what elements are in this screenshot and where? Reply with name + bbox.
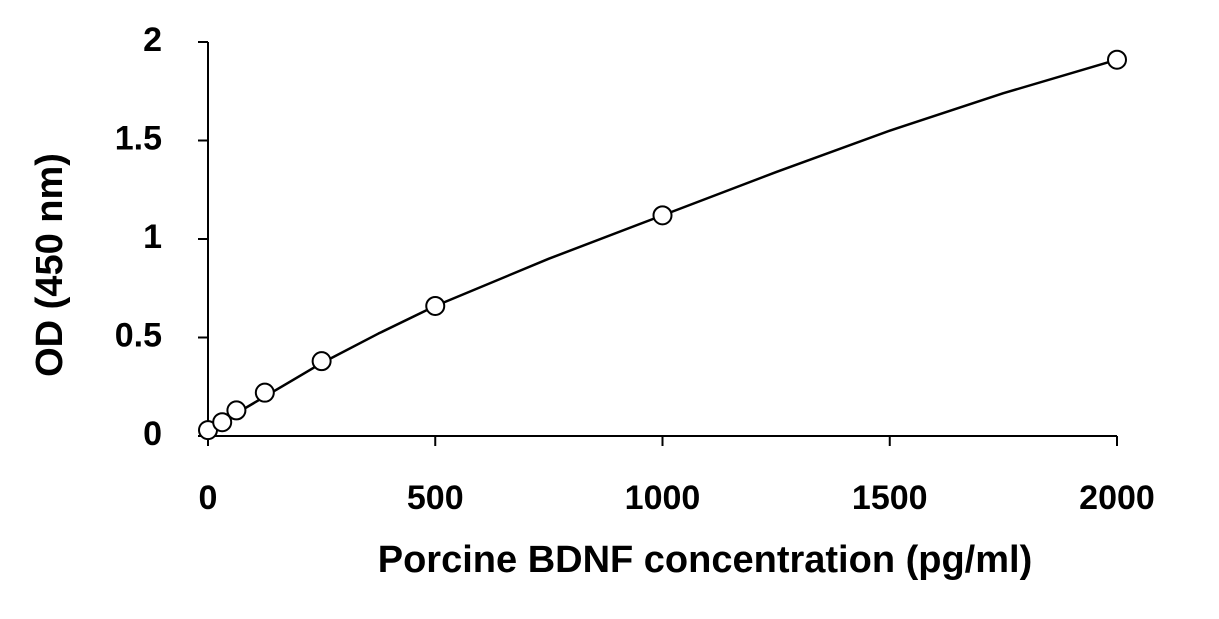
x-tick-label: 500 — [407, 479, 464, 517]
data-point — [425, 295, 446, 316]
y-tick-label: 1 — [143, 218, 162, 256]
y-tick-label: 0.5 — [115, 316, 162, 354]
x-axis-title: Porcine BDNF concentration (pg/ml) — [378, 539, 1032, 581]
data-point — [652, 205, 673, 226]
data-point — [254, 382, 275, 403]
x-tick-label: 0 — [199, 479, 218, 517]
x-tick-label: 1500 — [852, 479, 928, 517]
y-tick-label: 2 — [143, 21, 162, 59]
x-tick-label: 2000 — [1079, 479, 1155, 517]
y-axis-title: OD (450 nm) — [29, 153, 71, 377]
data-point — [212, 412, 233, 433]
data-point — [1107, 49, 1127, 70]
data-point — [226, 400, 247, 421]
fit-curve — [207, 58, 1118, 432]
x-tick-label: 1000 — [625, 479, 701, 517]
y-tick-label: 0 — [143, 415, 162, 453]
data-point — [311, 351, 332, 372]
y-tick-label: 1.5 — [115, 119, 162, 157]
